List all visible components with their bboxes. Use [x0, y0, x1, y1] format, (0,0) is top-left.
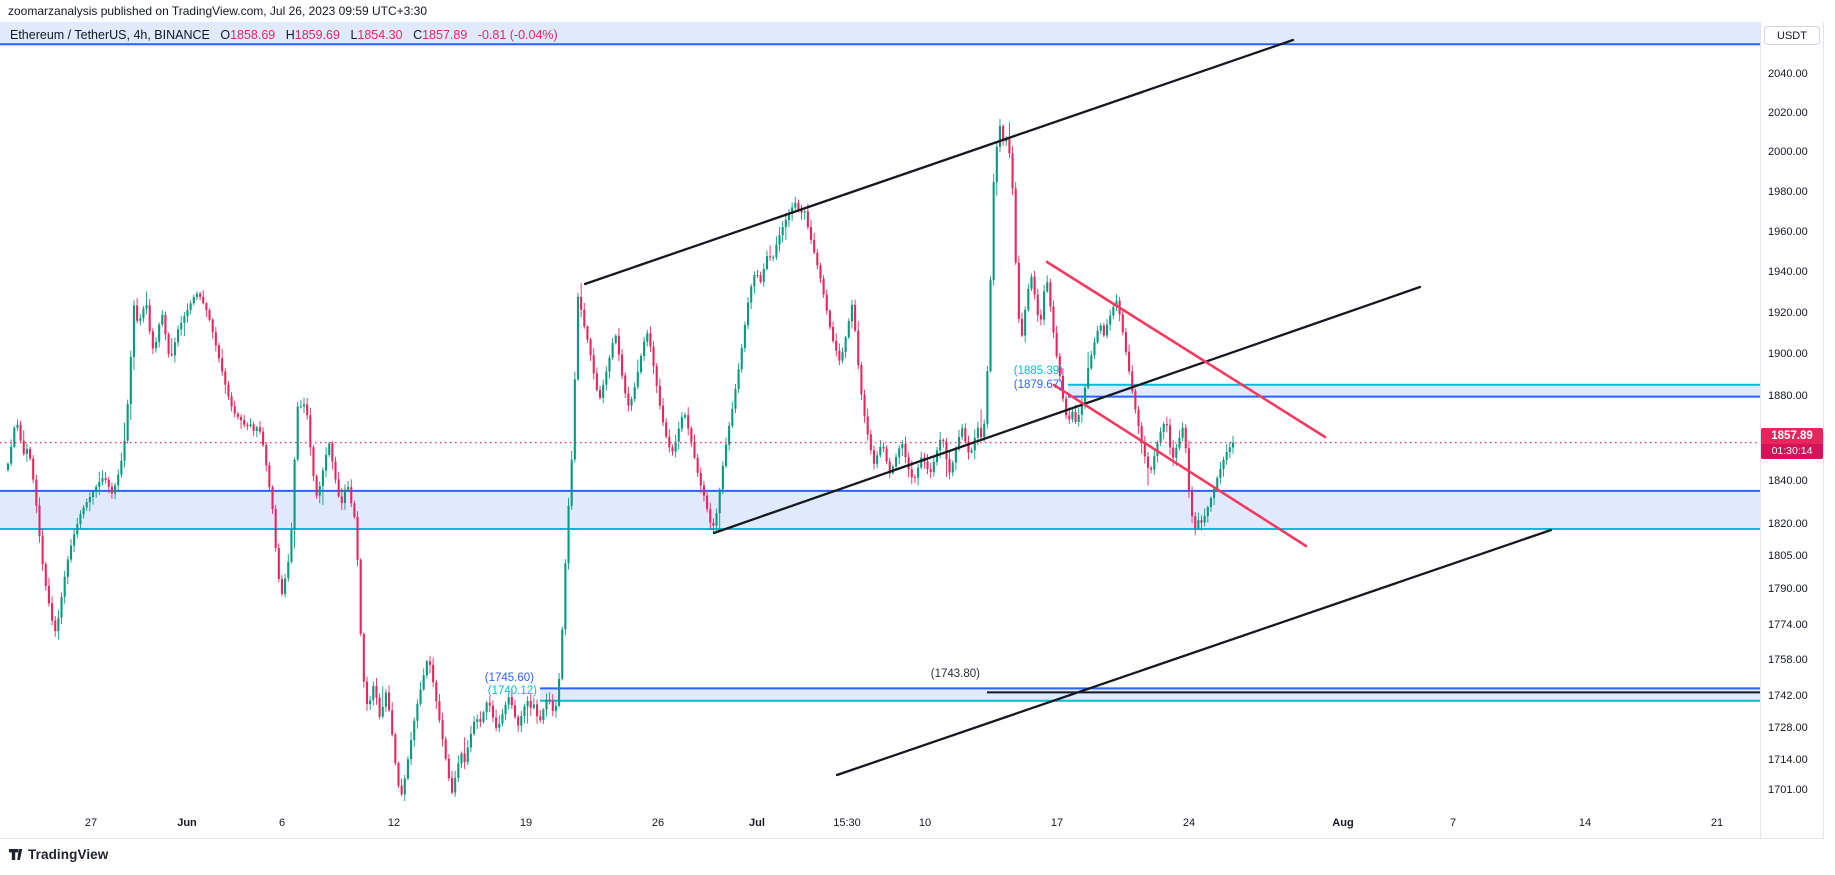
chart-right-border	[1823, 22, 1824, 839]
time-tick-7: 7	[1449, 817, 1457, 829]
time-tick-15:30: 15:30	[833, 817, 861, 829]
tradingview-logo[interactable]: TradingView	[8, 847, 108, 862]
price-tick-1920.00: 1920.00	[1768, 306, 1808, 319]
drawing-label-1745.60: (1745.60)	[484, 672, 534, 684]
price-tick-1940.00: 1940.00	[1768, 266, 1808, 279]
last-price-value: 1857.89	[1761, 427, 1823, 444]
time-tick-6: 6	[278, 817, 286, 829]
attribution-text: zoomarzanalysis published on TradingView…	[8, 4, 428, 18]
time-tick-Aug: Aug	[1332, 817, 1354, 829]
ascending-channel-lower[interactable]	[835, 528, 1553, 777]
price-tick-1840.00: 1840.00	[1768, 474, 1808, 487]
supply-zone-top[interactable]	[0, 22, 1760, 45]
chart-legend: Ethereum / TetherUS, 4h, BINANCE O1858.6…	[10, 28, 558, 42]
price-tick-1758.00: 1758.00	[1768, 654, 1808, 667]
price-tick-1701.00: 1701.00	[1768, 784, 1808, 797]
ohlc-high: H1859.69	[285, 28, 340, 42]
price-tick-1742.00: 1742.00	[1768, 690, 1808, 703]
price-tick-1805.00: 1805.00	[1768, 550, 1808, 563]
time-tick-24: 24	[1182, 817, 1196, 829]
price-tick-1774.00: 1774.00	[1768, 618, 1808, 631]
tradingview-logo-text: TradingView	[28, 847, 109, 862]
time-tick-Jul: Jul	[749, 817, 765, 829]
price-tick-1714.00: 1714.00	[1768, 754, 1808, 767]
currency-button[interactable]: USDT	[1764, 26, 1820, 45]
price-tick-1820.00: 1820.00	[1768, 517, 1808, 530]
support-zone-1742[interactable]	[540, 688, 1760, 701]
price-tick-1880.00: 1880.00	[1768, 389, 1808, 402]
time-tick-12: 12	[387, 817, 401, 829]
change-value: -0.81 (-0.04%)	[477, 28, 558, 42]
price-tick-1728.00: 1728.00	[1768, 722, 1808, 735]
ohlc-close: C1857.89	[413, 28, 468, 42]
last-price-badge: 1857.89 01:30:14	[1761, 427, 1823, 459]
plot-area[interactable]	[0, 22, 1760, 802]
ohlc-low: L1854.30	[350, 28, 403, 42]
drawing-label-1879.67: (1879.67)	[1013, 379, 1063, 391]
time-tick-10: 10	[918, 817, 932, 829]
falling-channel-upper[interactable]	[1045, 260, 1327, 439]
time-tick-26: 26	[651, 817, 665, 829]
time-tick-17: 17	[1050, 817, 1064, 829]
price-tick-2020.00: 2020.00	[1768, 106, 1808, 119]
demand-zone-1820[interactable]	[0, 490, 1760, 530]
drawing-label-1885.39: (1885.39)	[1013, 365, 1063, 377]
price-tick-1980.00: 1980.00	[1768, 185, 1808, 198]
price-tick-1790.00: 1790.00	[1768, 583, 1808, 596]
time-axis-border	[0, 838, 1823, 839]
time-tick-Jun: Jun	[177, 817, 197, 829]
price-tick-1900.00: 1900.00	[1768, 348, 1808, 361]
resistance-zone-1880[interactable]	[1068, 384, 1760, 397]
candlestick-series[interactable]	[6, 118, 1235, 802]
ascending-channel-upper[interactable]	[583, 38, 1295, 286]
time-tick-27: 27	[84, 817, 98, 829]
time-tick-21: 21	[1710, 817, 1724, 829]
symbol-title: Ethereum / TetherUS, 4h, BINANCE	[10, 28, 210, 42]
price-tick-1960.00: 1960.00	[1768, 225, 1808, 238]
time-tick-14: 14	[1578, 817, 1592, 829]
price-tick-2000.00: 2000.00	[1768, 146, 1808, 159]
time-tick-19: 19	[519, 817, 533, 829]
price-axis-border	[1760, 22, 1761, 839]
ohlc-open: O1858.69	[220, 28, 276, 42]
bar-countdown: 01:30:14	[1761, 443, 1823, 459]
price-tick-2040.00: 2040.00	[1768, 68, 1808, 81]
tradingview-logo-icon	[9, 849, 23, 860]
ascending-channel-mid[interactable]	[712, 285, 1422, 535]
drawing-label-1743.80: (1743.80)	[930, 668, 980, 680]
drawing-label-1740.12: (1740.12)	[487, 685, 537, 697]
falling-channel-lower[interactable]	[1052, 383, 1308, 548]
